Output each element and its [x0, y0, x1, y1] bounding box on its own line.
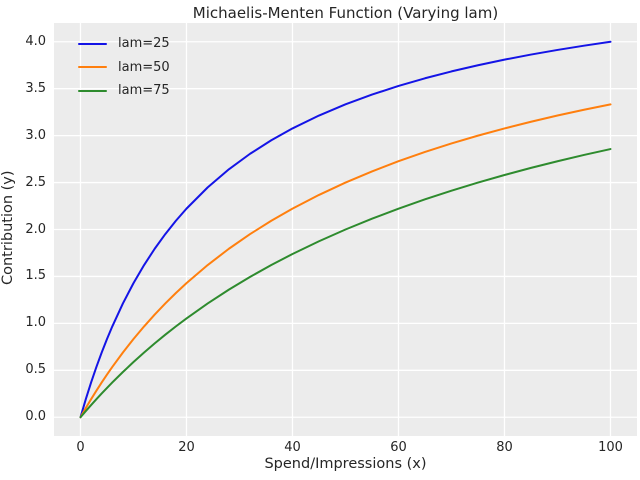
y-tick-label: 2.5: [25, 174, 46, 190]
legend-swatch: [78, 42, 107, 45]
legend-swatch: [78, 89, 107, 92]
y-tick-label: 0.0: [25, 409, 46, 425]
series-line-lam=50: [79, 103, 612, 419]
y-tick-label: 0.5: [25, 362, 46, 378]
x-tick-label: 80: [496, 440, 513, 455]
plot-area: lam=25 lam=50 lam=75: [54, 23, 637, 436]
legend-label: lam=75: [118, 83, 170, 99]
series-line-lam=25: [79, 40, 612, 419]
legend-item: lam=75: [78, 79, 170, 103]
x-tick-label: 100: [598, 440, 623, 455]
y-tick-label: 3.0: [25, 127, 46, 143]
x-axis-label: Spend/Impressions (x): [264, 456, 427, 472]
y-tick-label: 3.5: [25, 80, 46, 96]
y-axis-label: Contribution (y): [0, 170, 16, 285]
x-tick-label: 40: [284, 440, 301, 455]
legend-label: lam=50: [118, 59, 170, 75]
plot-canvas: [54, 23, 637, 436]
y-tick-label: 1.0: [25, 315, 46, 331]
legend-item: lam=50: [78, 56, 170, 80]
legend: lam=25 lam=50 lam=75: [78, 32, 170, 103]
y-tick-label: 2.0: [25, 221, 46, 237]
legend-label: lam=25: [118, 36, 170, 52]
legend-swatch: [78, 66, 107, 69]
y-tick-label: 1.5: [25, 268, 46, 284]
series-line-lam=75: [79, 148, 612, 419]
x-tick-label: 0: [76, 440, 85, 455]
legend-item: lam=25: [78, 32, 170, 56]
x-tick-label: 60: [390, 440, 407, 455]
chart-title: Michaelis-Menten Function (Varying lam): [192, 4, 499, 22]
y-tick-label: 4.0: [25, 33, 46, 49]
x-tick-label: 20: [178, 440, 195, 455]
